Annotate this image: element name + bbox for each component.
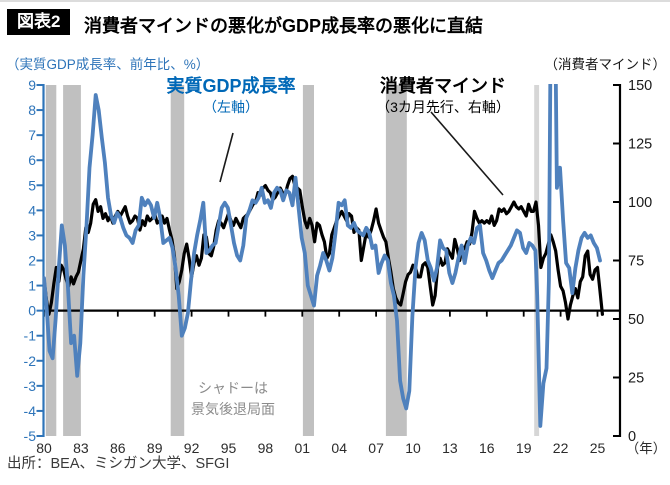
x-tick-label: 16 <box>479 440 495 456</box>
recession-band <box>45 85 57 436</box>
top-divider <box>0 0 670 2</box>
data-series <box>43 84 604 428</box>
page-title: 消費者マインドの悪化がGDP成長率の悪化に直結 <box>84 16 484 36</box>
recession-band <box>302 85 314 436</box>
x-tick-label: 98 <box>258 440 274 456</box>
right-axis-tick-label: 125 <box>628 137 652 153</box>
left-axis-tick-label: -4 <box>24 403 37 419</box>
left-axis-unit-label: （実質GDP成長率、前年比、%） <box>6 57 210 72</box>
x-tick-label: 04 <box>331 440 347 456</box>
left-axis-tick-label: -2 <box>24 353 37 369</box>
axes: 80 83 86 89 92 95 98 01 04 07 10 13 16 19 22 25 （年）98765… <box>24 77 667 456</box>
x-tick-label: 07 <box>368 440 384 456</box>
consumer-sentiment-line <box>43 174 604 321</box>
left-axis-tick-label: 8 <box>28 102 36 118</box>
recession-band <box>385 85 407 436</box>
left-axis-tick-label: 9 <box>28 77 36 93</box>
x-tick-label: 01 <box>295 440 311 456</box>
legend-gdp-label: 実質GDP成長率 <box>166 76 296 96</box>
left-axis-tick-label: 5 <box>28 177 36 193</box>
right-axis-tick-label: 150 <box>628 78 652 94</box>
right-axis-tick-label: 50 <box>628 312 644 328</box>
left-axis-tick-label: 0 <box>28 303 36 319</box>
x-tick-label: 22 <box>553 440 569 456</box>
legend-sentiment: 消費者マインド （3カ月先行、右軸） <box>343 76 543 116</box>
x-axis-unit: （年） <box>626 441 667 456</box>
shaded-area-note: シャドーは 景気後退局面 <box>153 378 313 420</box>
right-axis-tick-label: 25 <box>628 371 644 387</box>
figure-badge: 図表2 <box>7 9 71 35</box>
legend-gdp: 実質GDP成長率 （左軸） <box>131 76 331 116</box>
left-axis-tick-label: -3 <box>24 378 37 394</box>
x-tick-label: 95 <box>221 440 237 456</box>
legend-sentiment-sublabel: （3カ月先行、右軸） <box>376 99 510 115</box>
shaded-area-note-line1: シャドーは <box>198 380 268 396</box>
x-tick-label: 25 <box>590 440 606 456</box>
gdp-growth-line <box>43 84 602 428</box>
sentiment-legend-pointer-line <box>430 111 504 196</box>
x-tick-label: 86 <box>110 440 126 456</box>
shaded-area-note-line2: 景気後退局面 <box>191 401 275 417</box>
x-tick-label: 89 <box>147 440 163 456</box>
right-axis-tick-label: 75 <box>628 254 644 270</box>
gdp-legend-pointer-line <box>219 132 234 183</box>
left-axis-tick-label: 6 <box>28 152 36 168</box>
x-tick-label: 80 <box>36 440 52 456</box>
legend-gdp-sublabel: （左軸） <box>203 99 259 115</box>
right-axis-tick-label: 100 <box>628 195 652 211</box>
left-axis-tick-label: -5 <box>24 428 37 444</box>
x-tick-label: 13 <box>442 440 458 456</box>
right-axis-unit-label: （消費者マインド） <box>544 57 667 72</box>
left-axis-tick-label: 3 <box>28 227 36 243</box>
left-axis-tick-label: 7 <box>28 127 36 143</box>
right-axis-tick-label: 0 <box>628 429 636 445</box>
x-tick-label: 92 <box>184 440 200 456</box>
source-note: 出所：BEA、ミシガン大学、SFGI <box>7 456 230 472</box>
left-axis-tick-label: 1 <box>28 278 36 294</box>
left-axis-tick-label: -1 <box>24 328 37 344</box>
legend-sentiment-label: 消費者マインド <box>380 76 506 96</box>
x-tick-label: 19 <box>516 440 532 456</box>
left-axis-tick-label: 4 <box>28 202 36 218</box>
recession-band <box>170 85 185 436</box>
x-tick-label: 83 <box>73 440 89 456</box>
x-tick-label: 10 <box>405 440 421 456</box>
left-axis-tick-label: 2 <box>28 253 36 269</box>
